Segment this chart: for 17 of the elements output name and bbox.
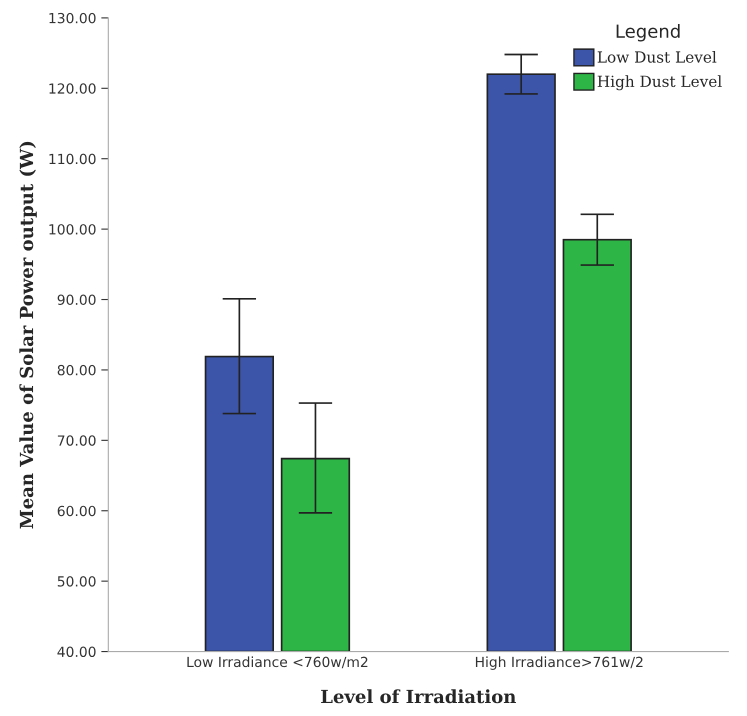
y-tick-label: 120.00: [49, 83, 96, 94]
y-tick-label: 90.00: [58, 294, 96, 305]
x-tick-label: High Irradiance>761w/2: [476, 656, 642, 670]
legend-label: Low Dust Level: [598, 50, 716, 63]
y-tick-label: 130.00: [49, 12, 96, 24]
legend-label: High Dust Level: [598, 75, 722, 90]
x-axis-title: Level of Irradiation: [321, 689, 516, 704]
y-tick-label: 40.00: [57, 646, 96, 658]
y-tick-label: 50.00: [58, 576, 96, 587]
y-tick-label: 80.00: [58, 364, 96, 376]
x-tick-label: Low Irradiance <760w/m2: [187, 656, 368, 668]
y-tick-label: 60.00: [58, 506, 96, 516]
legend-title: Legend: [616, 24, 680, 42]
y-tick-label: 100.00: [49, 224, 96, 235]
y-axis-title: Mean Value of Solar Power output (W): [19, 142, 37, 529]
y-tick-label: 110.00: [49, 154, 96, 164]
y-tick-label: 70.00: [58, 435, 96, 446]
